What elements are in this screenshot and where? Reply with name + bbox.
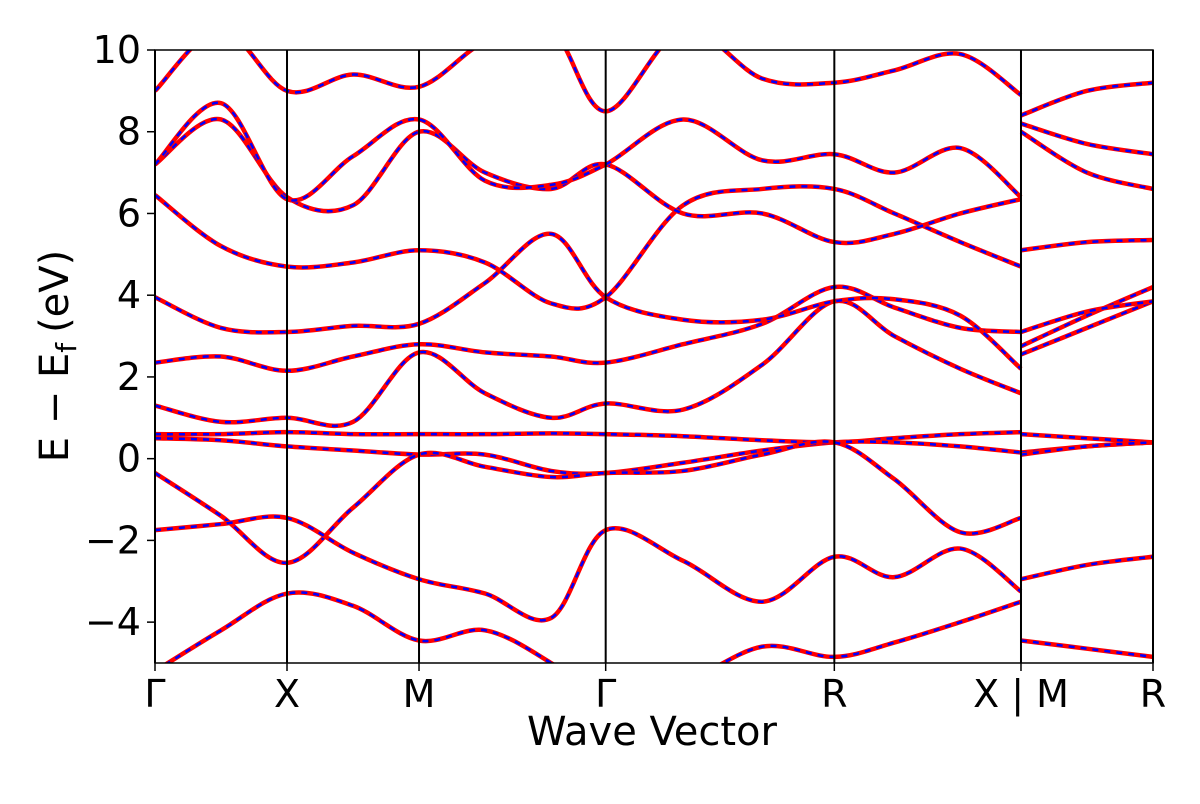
band-line-dashed bbox=[155, 299, 1153, 428]
y-tick-label: −2 bbox=[85, 518, 141, 562]
y-label-main: E − E bbox=[32, 353, 78, 463]
x-tick-label: X bbox=[274, 672, 300, 716]
y-tick-label: 6 bbox=[117, 191, 141, 235]
x-tick-label: X | M bbox=[973, 672, 1069, 717]
band-line-dashed bbox=[155, 430, 1153, 444]
x-tick-label: Γ bbox=[595, 672, 616, 716]
band-line-dashed bbox=[155, 50, 1153, 117]
x-tick-label: R bbox=[1140, 672, 1166, 716]
x-tick-label: M bbox=[403, 672, 436, 716]
plot-frame bbox=[154, 49, 1154, 664]
band-line bbox=[155, 514, 1153, 623]
axes: Γ X M Γ R X | M R −4 −2 0 2 4 6 8 10 bbox=[85, 28, 1166, 717]
y-label-unit: (eV) bbox=[32, 250, 78, 333]
y-tick-label: 8 bbox=[117, 110, 141, 154]
band-line-dashed bbox=[155, 440, 1153, 565]
band-line bbox=[155, 231, 1153, 371]
band-line bbox=[155, 100, 1153, 203]
y-tick-label: 4 bbox=[117, 273, 141, 317]
bands bbox=[155, 50, 1153, 663]
x-axis-label: Wave Vector bbox=[527, 709, 778, 755]
band-line-dashed bbox=[155, 185, 1153, 310]
band-line-dashed bbox=[155, 285, 1153, 373]
band-line-dashed bbox=[155, 232, 1153, 370]
band-line bbox=[155, 435, 1153, 476]
y-axis-label: E − Ef (eV) bbox=[32, 250, 83, 463]
x-tick-label: R bbox=[821, 672, 847, 716]
band-line-dashed bbox=[165, 591, 1153, 663]
x-tick-label: Γ bbox=[144, 672, 165, 716]
band-line bbox=[155, 50, 1153, 118]
y-tick-label: 2 bbox=[117, 355, 141, 399]
y-tick-label: 0 bbox=[117, 437, 141, 481]
y-tick-label: −4 bbox=[85, 600, 141, 644]
y-label-sub: f bbox=[50, 342, 83, 353]
band-line-dashed bbox=[155, 101, 1153, 202]
band-line bbox=[155, 298, 1153, 429]
band-line-dashed bbox=[155, 515, 1153, 622]
y-tick-label: 10 bbox=[93, 28, 141, 72]
